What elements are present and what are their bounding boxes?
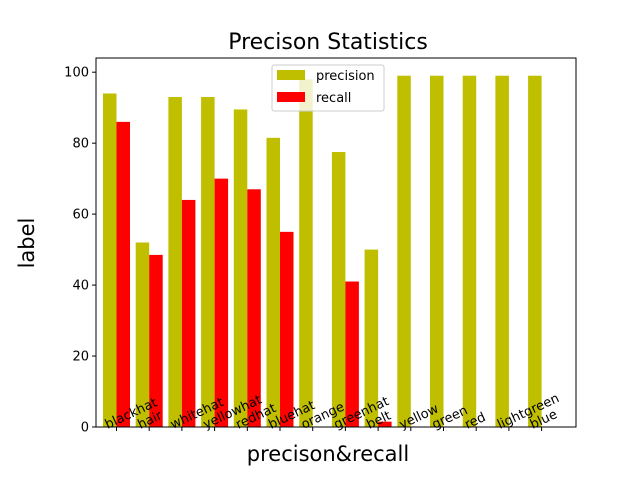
bar-precision-hair bbox=[135, 242, 150, 427]
bar-precision-redhat bbox=[233, 109, 248, 427]
bar-precision-bluehat bbox=[266, 137, 280, 427]
chart-title: Precison Statistics bbox=[228, 30, 428, 55]
legend-label-recall: recall bbox=[316, 91, 351, 106]
bar-recall-belt bbox=[378, 421, 392, 427]
y-axis: 0 20 40 60 80 100 bbox=[64, 66, 96, 436]
bar-recall-greenhat bbox=[345, 281, 359, 427]
bar-recall-bluehat bbox=[280, 231, 294, 427]
bar-precision-orange bbox=[299, 79, 313, 428]
y-tick-label: 60 bbox=[72, 208, 89, 223]
y-tick-label: 0 bbox=[81, 421, 89, 436]
bar-precision-blackhat bbox=[103, 93, 117, 427]
bars-layer bbox=[103, 75, 542, 428]
bar-recall-whitehat bbox=[181, 199, 196, 427]
y-tick-label: 100 bbox=[64, 66, 89, 81]
bar-precision-belt bbox=[364, 249, 379, 427]
plot-frame bbox=[95, 57, 577, 428]
legend: precision recall bbox=[271, 64, 385, 112]
x-axis-label: precison&recall bbox=[247, 442, 409, 466]
bar-precision-yellow bbox=[397, 75, 411, 427]
bar-recall-hair bbox=[149, 254, 163, 427]
y-tick-label: 80 bbox=[72, 137, 89, 152]
bar-recall-blackhat bbox=[116, 121, 130, 427]
bar-precision-blue bbox=[528, 75, 542, 427]
bar-precision-red bbox=[462, 75, 477, 427]
y-axis-label: label bbox=[15, 218, 39, 269]
legend-swatch-recall bbox=[277, 92, 305, 102]
y-tick-label: 20 bbox=[72, 350, 89, 365]
bar-precision-greenhat bbox=[331, 152, 346, 427]
bar-precision-green bbox=[430, 75, 444, 427]
bar-precision-lightgreen bbox=[495, 75, 509, 427]
bar-recall-redhat bbox=[247, 189, 261, 427]
bar-precision-yellowhat bbox=[201, 97, 215, 428]
bar-recall-yellowhat bbox=[214, 178, 229, 427]
bar-precision-whitehat bbox=[168, 97, 182, 428]
y-tick-label: 40 bbox=[72, 279, 89, 294]
legend-swatch-precision bbox=[277, 70, 305, 80]
legend-label-precision: precision bbox=[316, 69, 375, 84]
